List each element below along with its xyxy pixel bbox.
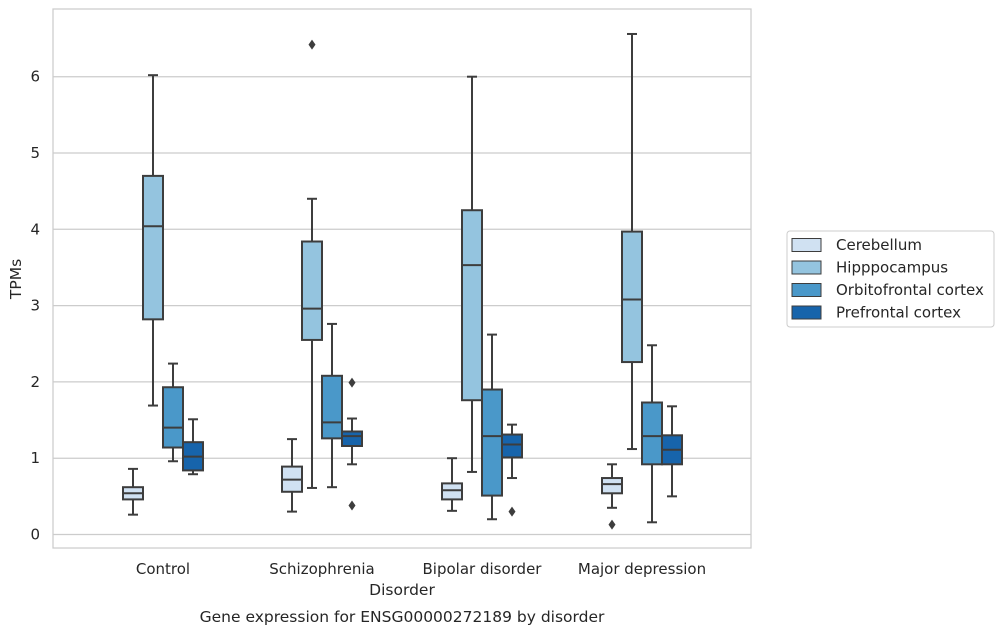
- legend-swatch: [791, 260, 822, 275]
- box-iqr: [321, 374, 343, 440]
- legend-swatch: [791, 305, 822, 320]
- outlier-point: [348, 377, 356, 388]
- box-orbitofrontal-cortex: [162, 362, 184, 463]
- outlier-point: [348, 500, 356, 511]
- box-orbitofrontal-cortex: [481, 333, 503, 521]
- box-iqr: [641, 401, 663, 466]
- box-prefrontal-cortex: [661, 405, 683, 498]
- box-iqr: [621, 230, 643, 364]
- box-iqr: [481, 388, 503, 497]
- x-tick-label: Bipolar disorder: [423, 560, 543, 578]
- legend-swatch: [791, 238, 822, 252]
- outlier-point: [308, 39, 316, 50]
- outlier-point: [508, 506, 516, 517]
- box-hipppocampus: [461, 75, 483, 473]
- box-prefrontal-cortex: [501, 423, 523, 517]
- outlier-point: [608, 519, 616, 530]
- box-hipppocampus: [621, 32, 643, 451]
- y-tick-label: 1: [30, 449, 40, 467]
- box-cerebellum: [281, 438, 303, 513]
- y-tick-label: 4: [30, 220, 40, 238]
- legend-label: Hipppocampus: [836, 259, 948, 277]
- y-tick-label: 3: [30, 297, 40, 315]
- legend-swatch: [791, 283, 822, 297]
- y-axis-title: TPMs: [7, 259, 25, 300]
- y-tick-label: 6: [30, 68, 40, 86]
- box-hipppocampus: [142, 74, 164, 407]
- box-iqr: [501, 433, 523, 459]
- box-hipppocampus: [301, 39, 323, 489]
- legend-frame: [786, 230, 995, 328]
- box-prefrontal-cortex: [182, 418, 204, 476]
- y-tick-label: 5: [30, 144, 40, 162]
- x-tick-label: Control: [136, 560, 190, 578]
- box-groups: [122, 32, 683, 530]
- x-tick-label: Major depression: [578, 560, 706, 578]
- box-orbitofrontal-cortex: [641, 344, 663, 524]
- gridlines: [53, 76, 751, 536]
- legend-label: Cerebellum: [836, 236, 922, 254]
- box-iqr: [162, 386, 184, 449]
- legend: Cerebellum Hipppocampus Orbitofrontal cort…: [786, 230, 995, 328]
- box-iqr: [341, 430, 363, 447]
- box-prefrontal-cortex: [341, 377, 363, 511]
- box-cerebellum: [122, 467, 144, 516]
- legend-label: Orbitofrontal cortex: [836, 281, 984, 299]
- box-iqr: [461, 209, 483, 402]
- box-iqr: [301, 240, 323, 341]
- y-tick-labels: 0 1 2 3 4 5 6: [30, 68, 40, 544]
- box-orbitofrontal-cortex: [321, 322, 343, 489]
- x-axis-title: Disorder: [369, 581, 435, 599]
- y-tick-label: 2: [30, 373, 40, 391]
- chart-caption: Gene expression for ENSG00000272189 by d…: [200, 608, 605, 626]
- legend-label: Prefrontal cortex: [836, 304, 961, 322]
- box-cerebellum: [601, 463, 623, 530]
- plot-frame: [52, 8, 752, 549]
- box-iqr: [441, 482, 463, 501]
- x-tick-label: Schizophrenia: [269, 560, 374, 578]
- y-tick-label: 0: [30, 526, 40, 544]
- box-iqr: [142, 174, 164, 321]
- x-tick-labels: Control Schizophrenia Bipolar disorder Majo…: [136, 560, 706, 578]
- box-iqr: [601, 477, 623, 495]
- box-cerebellum: [441, 457, 463, 512]
